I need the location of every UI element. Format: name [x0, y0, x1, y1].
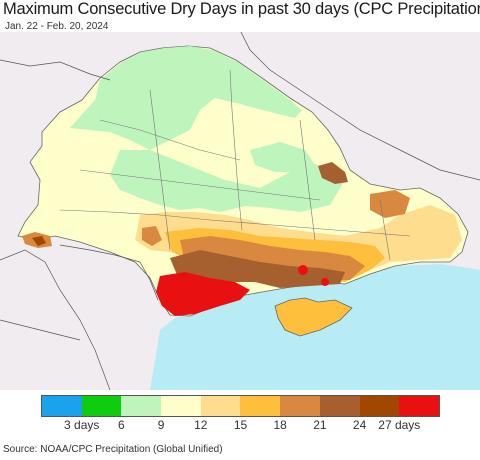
- map-title: Maximum Consecutive Dry Days in past 30 …: [3, 0, 480, 18]
- green-zone-central: [110, 150, 345, 212]
- green-zone-north: [70, 46, 302, 150]
- red-spot-zaporizhzhia: [298, 265, 308, 275]
- legend-swatch-2: [121, 396, 162, 416]
- source-note: Source: NOAA/CPC Precipitation (Global U…: [3, 444, 223, 455]
- legend-tick-label: 27 days: [378, 418, 421, 432]
- legend-tick-label: 12: [194, 418, 208, 432]
- admin-boundaries: [59, 69, 411, 261]
- legend-swatch-0: [42, 396, 82, 416]
- legend-tick-label: 21: [313, 418, 327, 432]
- orange-zone-east: [370, 190, 410, 218]
- legend-tick-label: 6: [118, 418, 125, 432]
- legend-swatch-9: [399, 396, 439, 416]
- legend-swatch-6: [280, 396, 320, 416]
- color-legend: [41, 395, 440, 417]
- brown-spot-west: [32, 236, 46, 246]
- green-zone-east: [250, 142, 315, 172]
- legend-swatch-5: [240, 396, 281, 416]
- legend-swatch-3: [161, 396, 201, 416]
- red-spot-southeast: [321, 278, 329, 286]
- legend-swatch-7: [319, 396, 360, 416]
- legend-tick-label: 15: [233, 418, 248, 432]
- legend-swatch-1: [81, 396, 122, 416]
- legend-swatch-4: [200, 396, 241, 416]
- brown-zone: [170, 250, 345, 288]
- dry-days-map: [0, 32, 480, 390]
- brown-zone-northeast: [318, 162, 348, 184]
- legend-tick-label: 3 days: [64, 418, 100, 432]
- legend-tick-label: 24: [352, 418, 367, 432]
- orange-zone-southwest: [142, 226, 162, 246]
- red-zone-south: [156, 272, 250, 316]
- crimea-region: [274, 297, 353, 337]
- legend-tick-label: 9: [157, 418, 165, 432]
- legend-swatch-8: [359, 396, 400, 416]
- legend-tick-label: 18: [273, 418, 287, 432]
- date-range: Jan. 22 - Feb. 20, 2024: [5, 21, 109, 32]
- country-borders: [0, 32, 480, 390]
